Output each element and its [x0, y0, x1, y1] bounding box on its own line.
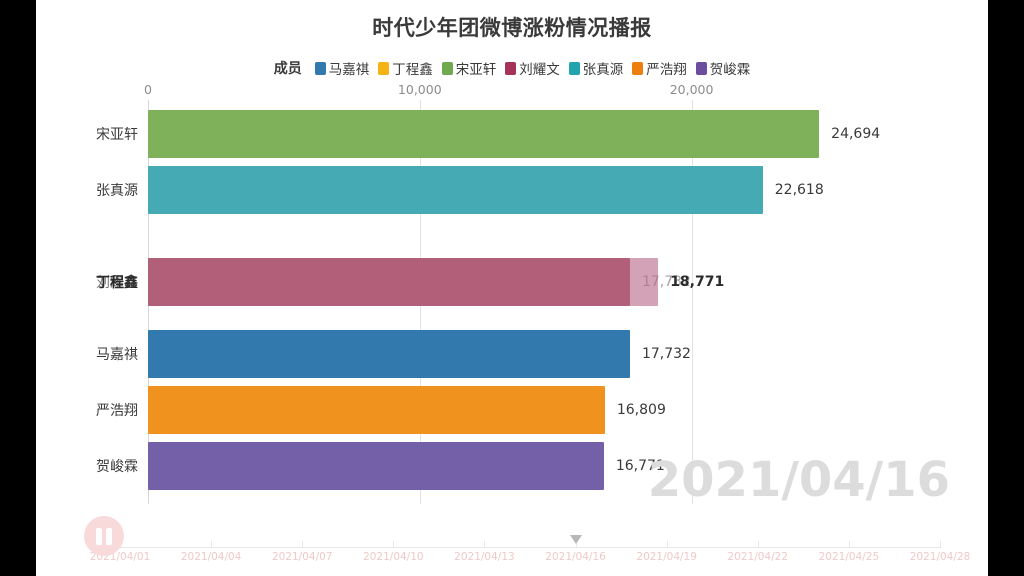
timeline-tick-label: 2021/04/25: [818, 551, 880, 563]
bar-row: 贺峻霖 16,771: [36, 442, 988, 490]
timeline-tick: [757, 541, 759, 548]
legend-item-贺峻霖[interactable]: 贺峻霖: [695, 58, 751, 78]
bar-category-label: 丁程鑫: [96, 275, 138, 291]
timeline-tick: [575, 541, 577, 548]
pause-icon-bar-left: [96, 527, 102, 545]
timeline-tick-label: 2021/04/28: [909, 551, 971, 563]
bar-category-label: 贺峻霖: [96, 459, 138, 475]
x-axis-tick-label: 10,000: [397, 82, 442, 97]
legend-item-宋亚轩[interactable]: 宋亚轩: [441, 58, 497, 78]
page-title: 时代少年团微博涨粉情况播报: [372, 16, 652, 40]
legend-swatch-icon: [378, 61, 390, 75]
bar-category-label: 张真源: [96, 183, 138, 199]
timeline-slider[interactable]: 2021/04/01 2021/04/04 2021/04/07 2021/04/10…: [36, 522, 988, 576]
timeline-tick-label: 2021/04/13: [454, 551, 515, 563]
legend-swatch-icon: [568, 61, 580, 75]
bar-row: 严浩翔 16,809: [36, 386, 988, 434]
gridline: [691, 100, 693, 504]
legend-item-label: 宋亚轩: [455, 62, 497, 78]
timeline-tick-label: 2021/04/19: [636, 551, 697, 563]
bar-category-label: 刘耀文: [96, 275, 138, 291]
legend-item-丁程鑫[interactable]: 丁程鑫: [378, 58, 433, 78]
legend-item-label: 刘耀文: [519, 62, 560, 78]
legend: 成员 马嘉祺 丁程鑫 宋亚轩 刘耀文 张真源 严浩翔 贺峻霖: [36, 58, 988, 78]
bar-row: 张真源 22,618: [36, 166, 988, 214]
timeline-tick: [666, 541, 668, 548]
bar-张真源[interactable]: [148, 166, 763, 214]
x-axis-tick-label: 20,000: [669, 82, 714, 97]
bar-丁程鑫[interactable]: [148, 258, 659, 306]
legend-swatch-icon: [695, 61, 707, 75]
timeline-tick: [484, 541, 486, 548]
current-date-watermark: 2021/04/16: [647, 452, 950, 508]
legend-item-张真源[interactable]: 张真源: [568, 58, 624, 78]
timeline-tick: [848, 541, 850, 548]
timeline-tick-label: 2021/04/16: [545, 551, 606, 563]
timeline-tick-label: 2021/04/04: [180, 551, 242, 563]
pause-icon-bar-right: [106, 527, 112, 545]
legend-item-label: 严浩翔: [646, 62, 687, 78]
bar-value-label: 16,809: [616, 402, 666, 418]
legend-item-label: 贺峻霖: [709, 62, 751, 78]
legend-item-马嘉祺[interactable]: 马嘉祺: [314, 58, 370, 78]
legend-swatch-icon: [441, 61, 453, 75]
legend-item-label: 马嘉祺: [328, 62, 370, 78]
bar-value-label: 24,694: [831, 126, 881, 142]
letterbox-left: [0, 0, 36, 576]
bar-马嘉祺[interactable]: [148, 330, 630, 378]
bar-row: 马嘉祺 17,732: [36, 330, 988, 378]
timeline-handle[interactable]: [569, 535, 582, 544]
bar-宋亚轩[interactable]: [148, 110, 820, 158]
bar-value-label: 16,771: [615, 458, 665, 474]
timeline-tick-label: 2021/04/10: [363, 551, 424, 563]
timeline-tick: [393, 541, 395, 548]
bar-row: 宋亚轩 24,694: [36, 110, 988, 158]
legend-swatch-icon: [314, 61, 326, 75]
bar-category-label: 马嘉祺: [96, 347, 138, 363]
bar-row: 丁程鑫 18,771: [36, 258, 988, 306]
legend-item-刘耀文[interactable]: 刘耀文: [505, 58, 560, 78]
timeline-tick: [940, 541, 941, 548]
bar-严浩翔[interactable]: [148, 386, 605, 434]
legend-item-label: 张真源: [582, 62, 624, 78]
timeline-track[interactable]: [120, 547, 940, 548]
bar-value-label: 18,771: [670, 274, 725, 290]
letterbox-right: [988, 0, 1024, 576]
timeline-tick-label: 2021/04/07: [271, 551, 333, 563]
bar-category-label: 严浩翔: [96, 403, 138, 419]
legend-swatch-icon: [632, 61, 644, 75]
bar-value-label: 17,732: [641, 346, 691, 362]
legend-swatch-icon: [505, 61, 517, 75]
timeline-tick-label: 2021/04/22: [727, 551, 789, 563]
pause-button[interactable]: [84, 516, 124, 556]
bar-category-label: 宋亚轩: [96, 127, 138, 143]
legend-title: 成员: [273, 61, 302, 77]
legend-item-严浩翔[interactable]: 严浩翔: [632, 58, 687, 78]
bar-value-label: 22,618: [774, 182, 824, 198]
bar-贺峻霖[interactable]: [148, 442, 604, 490]
x-axis-tick-label: 0: [144, 82, 152, 97]
legend-item-label: 丁程鑫: [392, 62, 433, 78]
plot-area: 0 10,000 20,000 宋亚轩 24,694 张真源 22,618 刘耀文 17,732…: [36, 82, 988, 522]
chart-canvas: 时代少年团微博涨粉情况播报 成员 马嘉祺 丁程鑫 宋亚轩 刘耀文 张真源 严浩翔 贺峻霖 0…: [36, 0, 988, 576]
timeline-tick: [302, 541, 304, 548]
timeline-tick: [211, 541, 213, 548]
